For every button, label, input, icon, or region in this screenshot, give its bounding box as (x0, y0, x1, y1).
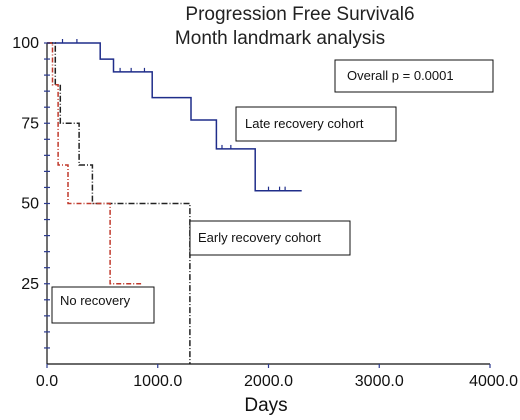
annotation-box (189, 220, 351, 256)
annotation-text: Late recovery cohort (245, 116, 364, 131)
x-tick-label: 3000.0 (355, 373, 404, 390)
x-tick-label: 2000.0 (244, 373, 293, 390)
annotation-late-recovery: Late recovery cohort (235, 106, 397, 142)
y-tick-labels: 25 50 75 100 (12, 35, 39, 293)
annotation-text: Early recovery cohort (198, 230, 321, 245)
chart-title-line-2: Month landmark analysis (175, 28, 385, 49)
series-line-3 (47, 42, 142, 285)
series-line-1 (47, 42, 302, 192)
x-tick-labels: 0.0 1000.0 2000.0 3000.0 4000.0 (36, 364, 518, 390)
y-tick-label: 25 (21, 276, 39, 293)
annotation-box (235, 106, 397, 142)
x-tick-label: 0.0 (36, 373, 58, 390)
annotation-no-recovery: No recovery (51, 286, 155, 324)
y-minor-ticks (44, 42, 50, 349)
x-tick-label: 4000.0 (469, 373, 518, 390)
annotation-text: No recovery (60, 293, 131, 308)
y-tick-label: 50 (21, 196, 39, 213)
y-tick-label: 75 (21, 115, 39, 132)
x-axis-label: Days (244, 395, 287, 416)
annotation-early-recovery: Early recovery cohort (189, 220, 351, 256)
annotation-text: Overall p = 0.0001 (347, 68, 454, 83)
x-tick-label: 1000.0 (133, 373, 182, 390)
annotation-box (51, 286, 155, 324)
series-line-2 (47, 42, 191, 364)
annotation-box (334, 59, 494, 93)
chart-title-line-1: Progression Free Survival6 (185, 4, 414, 25)
series-layer (47, 39, 302, 364)
annotation-overall-p: Overall p = 0.0001 (334, 59, 494, 93)
y-tick-label: 100 (12, 35, 39, 52)
